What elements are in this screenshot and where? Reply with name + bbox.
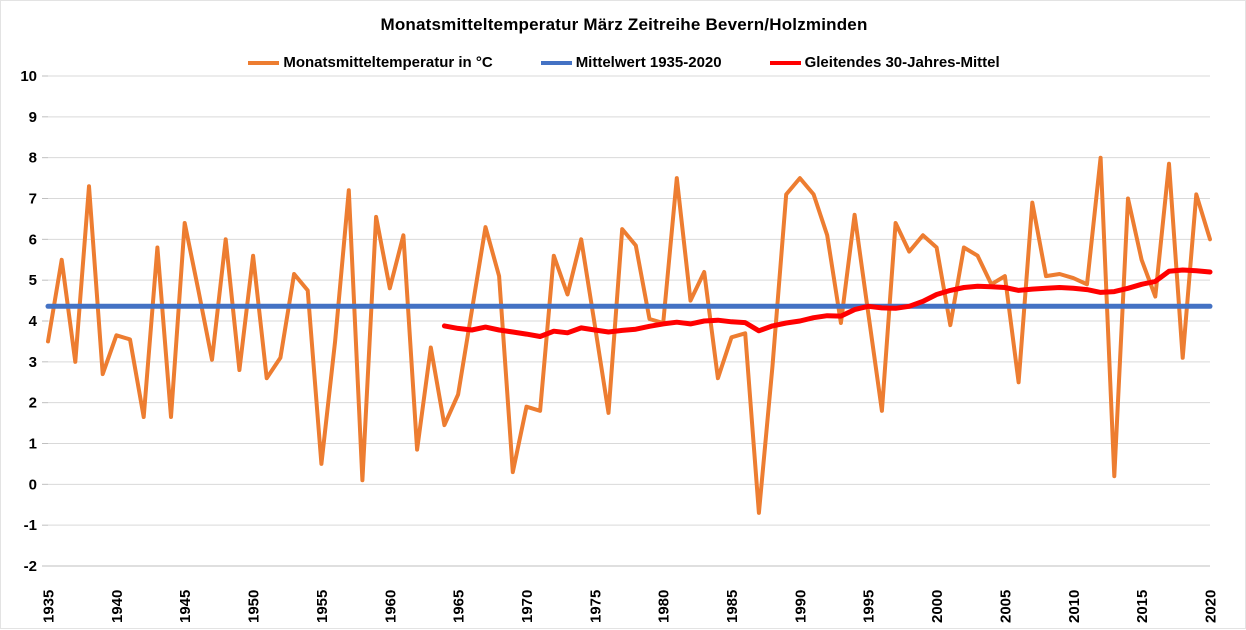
- x-axis-tick-label: 1980: [656, 590, 673, 623]
- x-axis-tick-label: 2005: [997, 590, 1014, 623]
- x-axis-tick-label: 1990: [792, 590, 809, 623]
- y-axis-tick-label: -2: [24, 558, 37, 575]
- y-axis-tick-label: 4: [29, 313, 38, 330]
- red-line-swatch-icon: [769, 60, 801, 65]
- y-axis-tick-label: 6: [29, 231, 37, 248]
- legend-label: Mittelwert 1935-2020: [575, 54, 722, 71]
- legend-label: Gleitendes 30-Jahres-Mittel: [804, 54, 1000, 71]
- y-axis-tick-label: 7: [29, 191, 37, 208]
- legend-item-gleitendes-mittel: Gleitendes 30-Jahres-Mittel: [769, 54, 1000, 71]
- x-axis-tick-label: 2010: [1066, 590, 1083, 623]
- x-axis-tick-label: 1945: [177, 590, 194, 623]
- chart-legend: Monatsmitteltemperatur in °C Mittelwert …: [1, 54, 1246, 71]
- y-axis-tick-label: -1: [24, 517, 37, 534]
- x-axis-tick-label: 1975: [587, 590, 604, 623]
- x-axis-tick-label: 1950: [246, 590, 263, 623]
- series-monatsmitteltemperatur-in-c: [46, 155, 1212, 515]
- x-axis-tick-label: 2020: [1203, 590, 1220, 623]
- x-axis-tick-label: 1985: [724, 590, 741, 623]
- y-axis-tick-label: 1: [29, 436, 37, 453]
- y-axis-tick-label: 9: [29, 109, 37, 126]
- y-axis-tick-label: 10: [20, 68, 37, 85]
- series-gleitendes-30-jahres-mittel: [441, 267, 1213, 339]
- y-axis-tick-label: 8: [29, 150, 37, 167]
- x-axis-tick-label: 1965: [451, 590, 468, 623]
- x-axis-tick-label: 2015: [1134, 590, 1151, 623]
- chart-title: Monatsmitteltemperatur März Zeitreihe Be…: [380, 15, 868, 34]
- x-axis-tick-label: 1970: [519, 590, 536, 623]
- orange-line-swatch-icon: [248, 60, 280, 65]
- y-axis-tick-label: 3: [29, 354, 37, 371]
- x-axis-tick-label: 1955: [314, 590, 331, 623]
- y-axis-tick-label: 2: [29, 395, 37, 412]
- y-axis-tick-label: 0: [29, 476, 37, 493]
- legend-item-monatsmitteltemperatur: Monatsmitteltemperatur in °C: [248, 54, 493, 71]
- x-axis-tick-label: 1960: [382, 590, 399, 623]
- y-axis-tick-label: 5: [29, 272, 37, 289]
- blue-line-swatch-icon: [540, 60, 572, 65]
- x-axis-tick-label: 1935: [41, 590, 58, 623]
- legend-label: Monatsmitteltemperatur in °C: [283, 54, 493, 71]
- x-axis-tick-label: 1995: [861, 590, 878, 623]
- x-axis-tick-label: 2000: [929, 590, 946, 623]
- x-axis-tick-label: 1940: [109, 590, 126, 623]
- legend-item-mittelwert: Mittelwert 1935-2020: [540, 54, 722, 71]
